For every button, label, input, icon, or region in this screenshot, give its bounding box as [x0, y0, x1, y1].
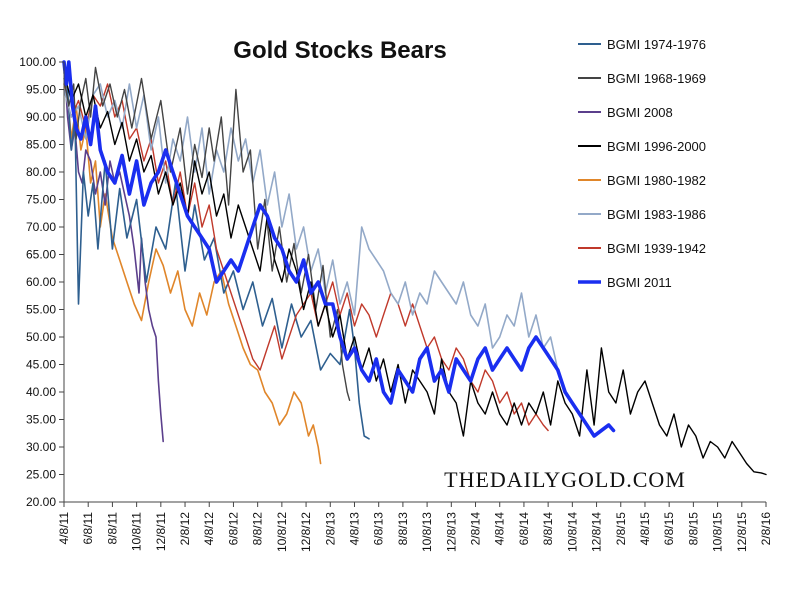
y-tick-label: 90.00 [26, 110, 56, 124]
y-tick-label: 45.00 [26, 358, 56, 372]
y-tick-label: 75.00 [26, 193, 56, 207]
series-line-bgmi-1980-1982 [63, 83, 322, 465]
x-tick-label: 10/8/15 [711, 512, 725, 552]
x-tick-label: 2/8/12 [178, 512, 192, 546]
legend-label: BGMI 1968-1969 [607, 71, 706, 86]
watermark-text: THEDAILYGOLD.COM [444, 467, 686, 492]
x-tick-label: 8/8/12 [251, 512, 265, 546]
series-line-bgmi-1968-1969 [63, 66, 351, 401]
x-tick-label: 10/8/13 [420, 512, 434, 552]
x-tick-label: 4/8/15 [638, 512, 652, 546]
legend-label: BGMI 2011 [607, 275, 672, 290]
y-tick-label: 95.00 [26, 83, 56, 97]
y-tick-label: 65.00 [26, 248, 56, 262]
y-tick-label: 25.00 [26, 468, 56, 482]
y-tick-label: 35.00 [26, 413, 56, 427]
x-tick-label: 6/8/14 [517, 512, 531, 546]
legend-label: BGMI 1996-2000 [607, 139, 706, 154]
x-tick-label: 8/8/11 [105, 512, 119, 545]
legend-label: BGMI 1939-1942 [607, 241, 706, 256]
y-tick-label: 30.00 [26, 440, 56, 454]
y-tick-label: 50.00 [26, 330, 56, 344]
y-tick-label: 80.00 [26, 165, 56, 179]
x-tick-label: 4/8/12 [202, 512, 216, 546]
x-tick-label: 12/8/13 [444, 512, 458, 552]
axes: 20.00 25.00 30.00 35.00 40.00 45.00 50.00 55.00… [19, 55, 773, 552]
x-tick-label: 2/8/13 [323, 512, 337, 546]
chart-title: Gold Stocks Bears [233, 37, 446, 64]
x-tick-label: 10/8/11 [130, 512, 144, 551]
legend-label: BGMI 1980-1982 [607, 173, 706, 188]
x-tick-label: 8/8/15 [686, 512, 700, 546]
x-tick-label: 6/8/11 [81, 512, 95, 545]
x-tick-label: 2/8/15 [614, 512, 628, 546]
x-tick-label: 4/8/11 [57, 512, 71, 545]
legend: BGMI 1974-1976 BGMI 1968-1969 BGMI 2008 BGM… [578, 37, 706, 290]
y-tick-label: 70.00 [26, 220, 56, 234]
x-tick-label: 10/8/12 [275, 512, 289, 552]
x-tick-label: 12/8/14 [590, 512, 604, 552]
x-tick-label: 8/8/14 [541, 512, 555, 546]
x-tick-label: 4/8/14 [493, 512, 507, 546]
legend-label: BGMI 1983-1986 [607, 207, 706, 222]
x-tick-label: 12/8/15 [735, 512, 749, 552]
y-tick-label: 60.00 [26, 275, 56, 289]
legend-label: BGMI 1974-1976 [607, 37, 706, 52]
x-tick-label: 8/8/13 [396, 512, 410, 546]
series-line-bgmi-1983-1986 [63, 83, 574, 404]
x-tick-label: 12/8/11 [154, 512, 168, 551]
y-tick-label: 55.00 [26, 303, 56, 317]
x-tick-label: 12/8/12 [299, 512, 313, 552]
y-tick-label: 20.00 [26, 495, 56, 509]
series-line-bgmi-2011 [62, 60, 616, 438]
legend-label: BGMI 2008 [607, 105, 673, 120]
x-tick-label: 2/8/16 [759, 512, 773, 546]
x-tick-label: 6/8/12 [226, 512, 240, 546]
y-tick-label: 85.00 [26, 138, 56, 152]
x-tick-label: 2/8/14 [469, 512, 483, 546]
y-tick-label: 100.00 [19, 55, 56, 69]
x-tick-label: 6/8/13 [372, 512, 386, 546]
series-line-bgmi-2008 [63, 61, 164, 443]
x-tick-label: 6/8/15 [662, 512, 676, 546]
plot-area [62, 60, 767, 476]
y-tick-label: 40.00 [26, 385, 56, 399]
x-tick-label: 10/8/14 [565, 512, 579, 552]
x-tick-label: 4/8/13 [347, 512, 361, 546]
